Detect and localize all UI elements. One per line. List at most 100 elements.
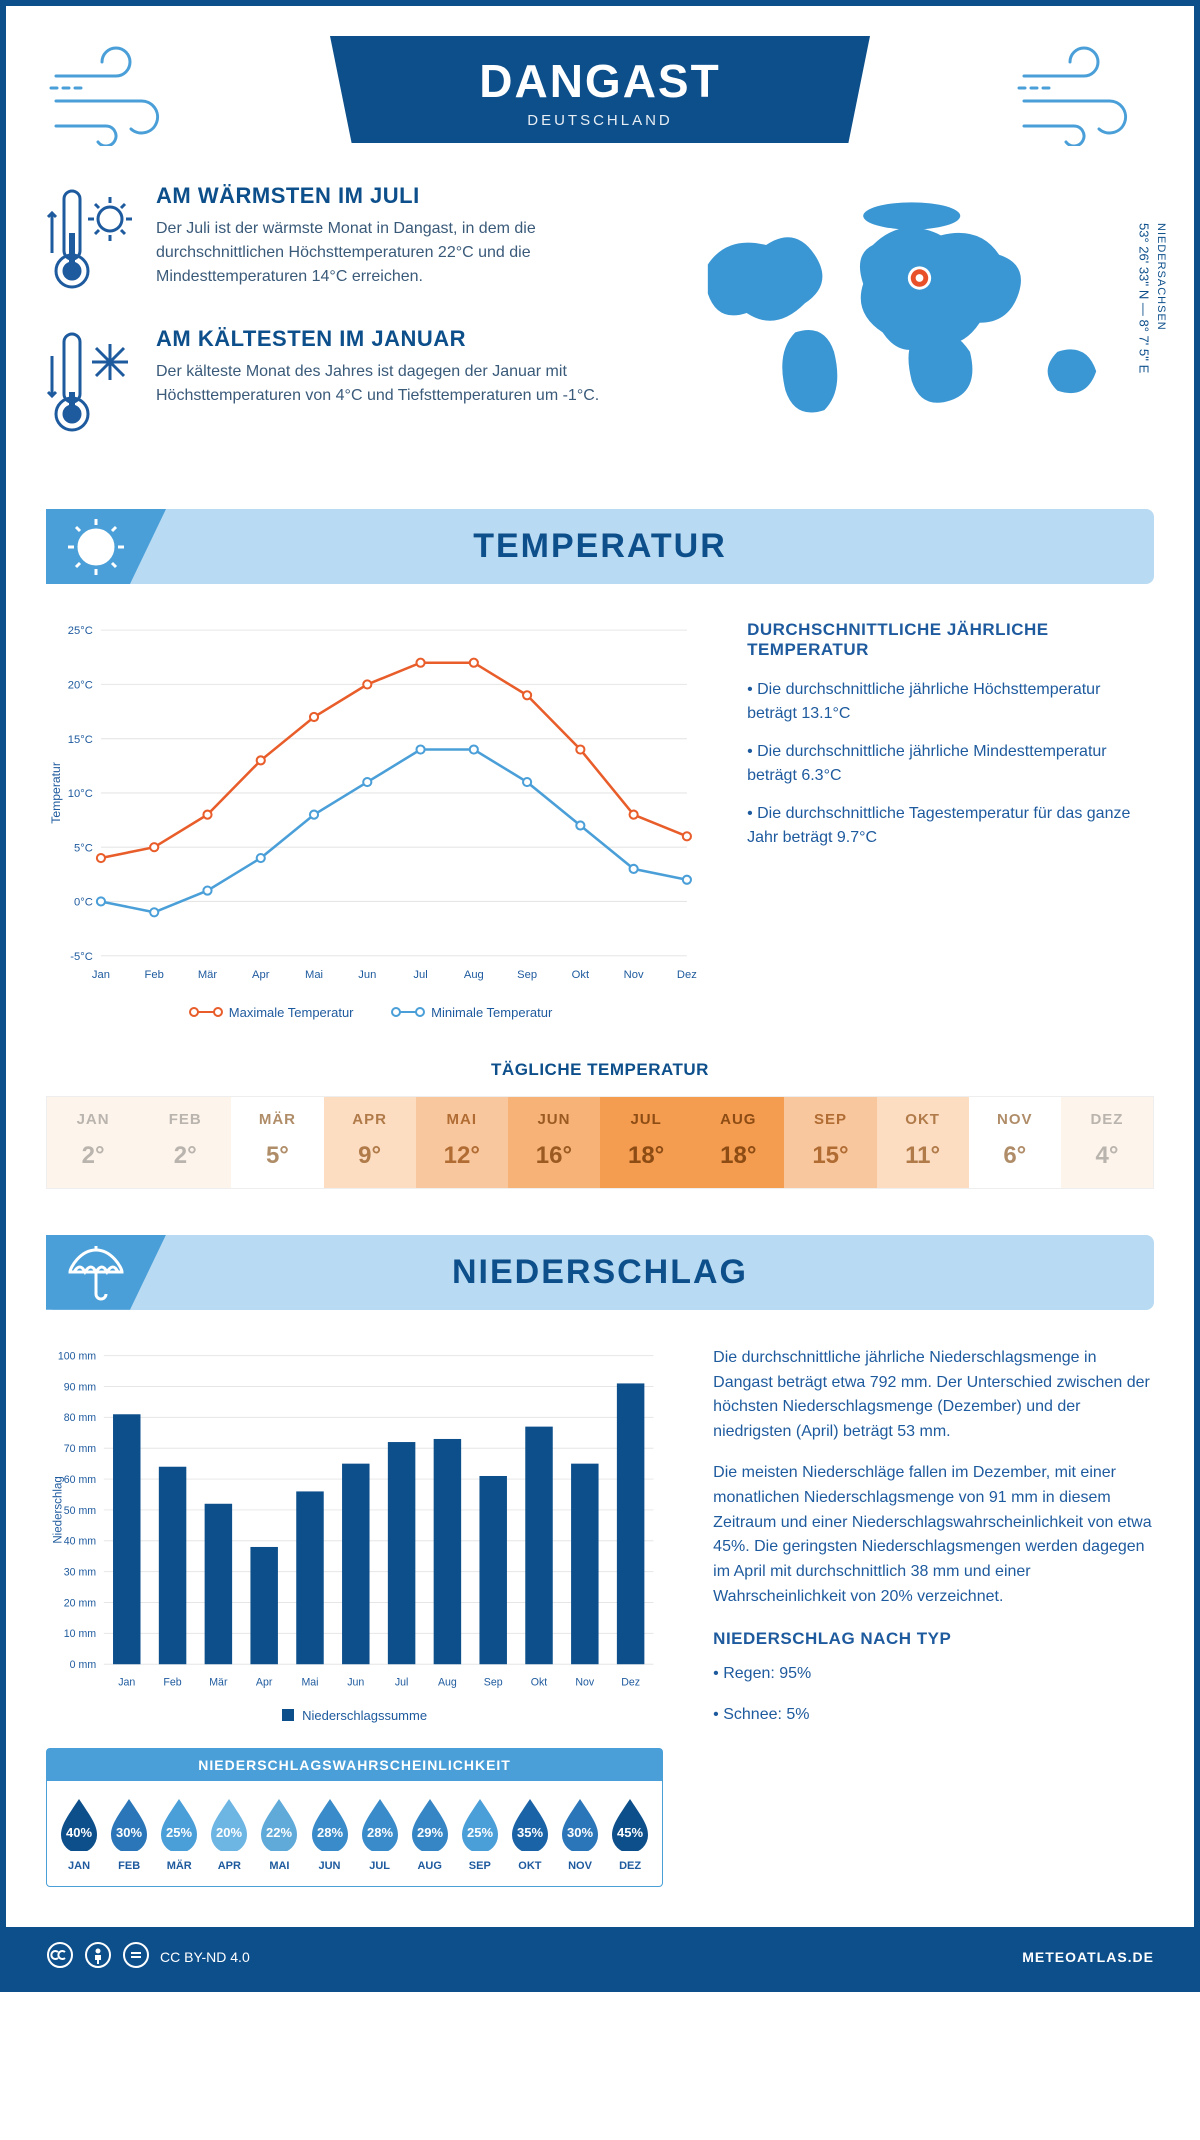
svg-text:0°C: 0°C (74, 897, 93, 909)
svg-text:Mär: Mär (209, 1676, 228, 1688)
svg-text:22%: 22% (266, 1825, 292, 1840)
precipitation-probability-box: NIEDERSCHLAGSWAHRSCHEINLICHKEIT 40%JAN30… (46, 1748, 663, 1887)
svg-text:40 mm: 40 mm (64, 1535, 97, 1547)
cc-icon (46, 1941, 74, 1972)
temp-info-p3: • Die durchschnittliche Tagestemperatur … (747, 802, 1154, 850)
wind-icon (1014, 46, 1154, 151)
svg-text:Jun: Jun (347, 1676, 364, 1688)
svg-text:Aug: Aug (438, 1676, 457, 1688)
precip-type-heading: NIEDERSCHLAG NACH TYP (713, 1626, 1154, 1652)
section-head-temp: TEMPERATUR (46, 509, 1154, 584)
daily-cell: FEB2° (139, 1097, 231, 1188)
temp-info-heading: DURCHSCHNITTLICHE JÄHRLICHE TEMPERATUR (747, 620, 1154, 660)
svg-text:Niederschlag: Niederschlag (52, 1476, 64, 1543)
svg-text:20%: 20% (216, 1825, 242, 1840)
svg-text:Aug: Aug (464, 969, 484, 981)
daily-cell: JUL18° (600, 1097, 692, 1188)
svg-text:Mai: Mai (301, 1676, 318, 1688)
thermometer-sun-icon (46, 183, 136, 298)
prob-drop: 35%OKT (506, 1795, 554, 1872)
svg-text:10°C: 10°C (68, 788, 93, 800)
svg-text:25%: 25% (467, 1825, 493, 1840)
precip-p2: Die meisten Niederschläge fallen im Deze… (713, 1461, 1154, 1610)
prob-title: NIEDERSCHLAGSWAHRSCHEINLICHKEIT (47, 1749, 662, 1781)
svg-text:30%: 30% (567, 1825, 593, 1840)
svg-text:28%: 28% (367, 1825, 393, 1840)
svg-text:Mai: Mai (305, 969, 323, 981)
thermometer-snow-icon (46, 326, 136, 441)
svg-text:100 mm: 100 mm (58, 1350, 96, 1362)
legend-precip: Niederschlagssumme (302, 1708, 427, 1723)
wind-icon (46, 46, 186, 151)
svg-text:30%: 30% (116, 1825, 142, 1840)
coordinates: NIEDERSACHSEN 53° 26' 33'' N — 8° 7' 5''… (1134, 223, 1168, 373)
daily-cell: JUN16° (508, 1097, 600, 1188)
prob-drop: 40%JAN (55, 1795, 103, 1872)
svg-text:29%: 29% (417, 1825, 443, 1840)
section-head-precip: NIEDERSCHLAG (46, 1235, 1154, 1310)
svg-text:0 mm: 0 mm (70, 1659, 97, 1671)
license-text: CC BY-ND 4.0 (160, 1949, 250, 1965)
header: DANGAST DEUTSCHLAND (46, 36, 1154, 143)
svg-text:60 mm: 60 mm (64, 1474, 97, 1486)
svg-text:Sep: Sep (484, 1676, 503, 1688)
title-banner: DANGAST DEUTSCHLAND (330, 36, 870, 143)
svg-text:15°C: 15°C (68, 734, 93, 746)
svg-text:45%: 45% (617, 1825, 643, 1840)
svg-text:90 mm: 90 mm (64, 1381, 97, 1393)
svg-text:35%: 35% (517, 1825, 543, 1840)
svg-text:Feb: Feb (145, 969, 164, 981)
daily-cell: JAN2° (47, 1097, 139, 1188)
svg-text:50 mm: 50 mm (64, 1505, 97, 1517)
svg-text:Okt: Okt (572, 969, 590, 981)
daily-temp-table: JAN2°FEB2°MÄR5°APR9°MAI12°JUN16°JUL18°AU… (46, 1096, 1154, 1189)
prob-drop: 20%APR (205, 1795, 253, 1872)
svg-text:Okt: Okt (531, 1676, 548, 1688)
prob-drop: 28%JUN (305, 1795, 353, 1872)
svg-text:Dez: Dez (621, 1676, 640, 1688)
legend-max: Maximale Temperatur (229, 1005, 354, 1020)
section-title-temp: TEMPERATUR (46, 527, 1154, 566)
daily-cell: SEP15° (784, 1097, 876, 1188)
prob-drop: 28%JUL (356, 1795, 404, 1872)
daily-cell: MÄR5° (231, 1097, 323, 1188)
prob-drop: 29%AUG (406, 1795, 454, 1872)
svg-text:Jan: Jan (92, 969, 110, 981)
svg-text:Jun: Jun (358, 969, 376, 981)
daily-cell: AUG18° (692, 1097, 784, 1188)
daily-title: TÄGLICHE TEMPERATUR (46, 1060, 1154, 1080)
section-title-precip: NIEDERSCHLAG (46, 1253, 1154, 1292)
footer: CC BY-ND 4.0 METEOATLAS.DE (6, 1927, 1194, 1986)
coords-value: 53° 26' 33'' N — 8° 7' 5'' E (1134, 223, 1152, 373)
prob-drop: 30%FEB (105, 1795, 153, 1872)
daily-cell: NOV6° (969, 1097, 1061, 1188)
fact-coldest: AM KÄLTESTEN IM JANUAR Der kälteste Mona… (46, 326, 629, 441)
svg-text:20°C: 20°C (68, 679, 93, 691)
precipitation-bar-chart: 0 mm10 mm20 mm30 mm40 mm50 mm60 mm70 mm8… (46, 1346, 663, 1725)
fact-warmest: AM WÄRMSTEN IM JULI Der Juli ist der wär… (46, 183, 629, 298)
prob-drop: 22%MAI (255, 1795, 303, 1872)
daily-cell: OKT11° (877, 1097, 969, 1188)
svg-text:Jul: Jul (395, 1676, 409, 1688)
daily-cell: MAI12° (416, 1097, 508, 1188)
site-name: METEOATLAS.DE (1022, 1949, 1154, 1965)
svg-text:Jul: Jul (413, 969, 427, 981)
svg-text:10 mm: 10 mm (64, 1628, 97, 1640)
svg-text:25%: 25% (166, 1825, 192, 1840)
svg-text:Nov: Nov (575, 1676, 595, 1688)
fact-cold-title: AM KÄLTESTEN IM JANUAR (156, 326, 629, 352)
svg-text:5°C: 5°C (74, 842, 93, 854)
svg-text:Dez: Dez (677, 969, 697, 981)
precip-p1: Die durchschnittliche jährliche Niedersc… (713, 1346, 1154, 1445)
prob-drop: 25%MÄR (155, 1795, 203, 1872)
svg-text:Nov: Nov (624, 969, 644, 981)
svg-text:Feb: Feb (163, 1676, 181, 1688)
precip-type2: • Schnee: 5% (713, 1703, 1154, 1728)
prob-drop: 25%SEP (456, 1795, 504, 1872)
svg-text:25°C: 25°C (68, 625, 93, 637)
prob-drop: 30%NOV (556, 1795, 604, 1872)
fact-cold-body: Der kälteste Monat des Jahres ist dagege… (156, 360, 629, 408)
sun-icon (46, 509, 166, 584)
svg-text:Temperatur: Temperatur (49, 762, 63, 824)
nd-icon (122, 1941, 150, 1972)
